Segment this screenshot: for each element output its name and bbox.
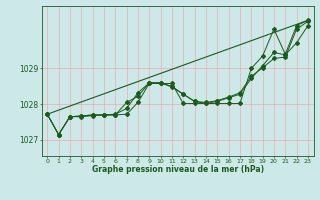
X-axis label: Graphe pression niveau de la mer (hPa): Graphe pression niveau de la mer (hPa) (92, 165, 264, 174)
